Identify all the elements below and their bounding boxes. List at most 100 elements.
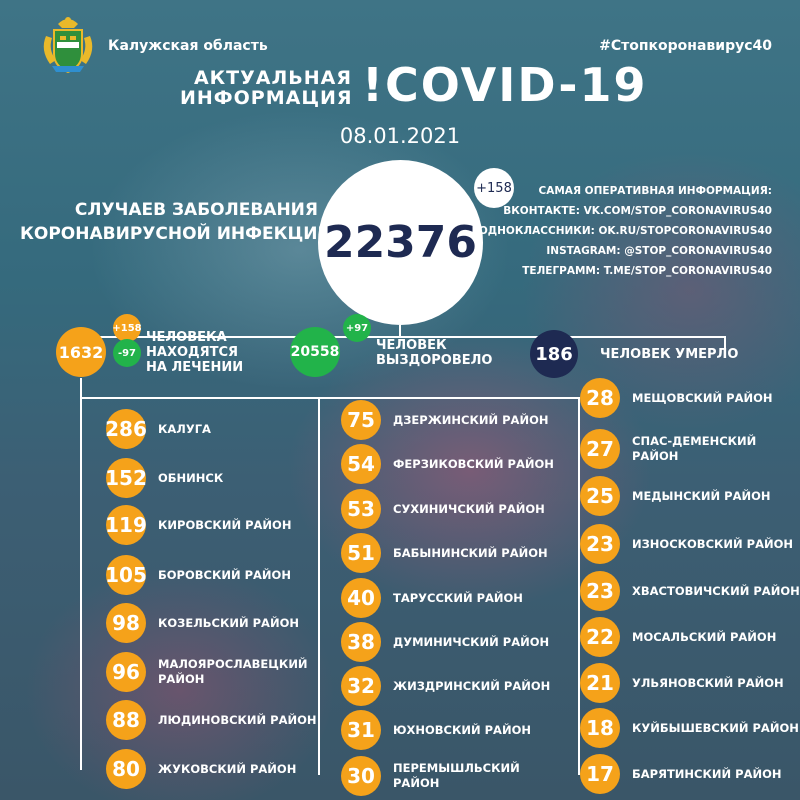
district-count: 31 — [341, 710, 381, 750]
cases-delta-badge: +158 — [474, 168, 514, 208]
district-name: ТАРУССКИЙ РАЙОН — [393, 591, 523, 606]
list-item: 30 ПЕРЕМЫШЛЬСКИЙ РАЙОН — [341, 756, 520, 796]
district-name: ХВАСТОВИЧСКИЙ РАЙОН — [632, 584, 800, 599]
district-name-line: ДУМИНИЧСКИЙ РАЙОН — [393, 634, 550, 649]
list-item: 54 ФЕРЗИКОВСКИЙ РАЙОН — [341, 444, 554, 484]
list-item: 80 ЖУКОВСКИЙ РАЙОН — [106, 749, 296, 789]
district-count: 88 — [106, 700, 146, 740]
district-name-line: УЛЬЯНОВСКИЙ РАЙОН — [632, 675, 784, 690]
district-name-line: КОЗЕЛЬСКИЙ РАЙОН — [158, 615, 299, 630]
region-name: Калужская область — [108, 38, 268, 54]
district-name: МАЛОЯРОСЛАВЕЦКИЙ РАЙОН — [158, 657, 308, 687]
district-name: ДУМИНИЧСКИЙ РАЙОН — [393, 635, 549, 650]
info-line-telegram: ТЕЛЕГРАММ: T.ME/STOP_CORONAVIRUS40 — [522, 265, 772, 277]
list-item: 98 КОЗЕЛЬСКИЙ РАЙОН — [106, 603, 299, 643]
list-item: 286 КАЛУГА — [105, 409, 211, 449]
district-count: 53 — [341, 489, 381, 529]
district-name: ФЕРЗИКОВСКИЙ РАЙОН — [393, 457, 554, 472]
district-name-line: ОБНИНСК — [158, 470, 224, 485]
district-name: КИРОВСКИЙ РАЙОН — [158, 518, 291, 533]
district-count: 105 — [105, 555, 147, 595]
cases-label-line-1: СЛУЧАЕВ ЗАБОЛЕВАНИЯ — [74, 200, 318, 220]
district-name: ПЕРЕМЫШЛЬСКИЙ РАЙОН — [393, 761, 520, 791]
district-name-line: МОСАЛЬСКИЙ РАЙОН — [632, 629, 777, 644]
district-name-line: ЮХНОВСКИЙ РАЙОН — [393, 722, 531, 737]
info-block: САМАЯ ОПЕРАТИВНАЯ ИНФОРМАЦИЯ: ВКОНТАКТЕ:… — [479, 181, 772, 281]
district-count: 30 — [341, 756, 381, 796]
cases-label-line-2: КОРОНАВИРУСНОЙ ИНФЕКЦИЕЙ — [20, 224, 344, 244]
district-name: СУХИНИЧСКИЙ РАЙОН — [393, 502, 545, 517]
recovered-plus-badge: +97 — [343, 314, 371, 342]
district-count: 38 — [341, 622, 381, 662]
list-item: 31 ЮХНОВСКИЙ РАЙОН — [341, 710, 531, 750]
district-name: КОЗЕЛЬСКИЙ РАЙОН — [158, 616, 299, 631]
treatment-label-line-1: ЧЕЛОВЕКА — [146, 330, 227, 345]
hashtag: #Стопкоронавирус40 — [599, 38, 772, 54]
district-name-line-2: РАЙОН — [158, 672, 205, 686]
district-name-line: ИЗНОСКОВСКИЙ РАЙОН — [632, 536, 794, 551]
treatment-label-line-3: НА ЛЕЧЕНИИ — [146, 360, 244, 375]
district-name-line: БАРЯТИНСКИЙ РАЙОН — [632, 766, 782, 781]
treatment-minus-badge: -97 — [113, 339, 141, 367]
list-item: 75 ДЗЕРЖИНСКИЙ РАЙОН — [341, 400, 548, 440]
list-item: 32 ЖИЗДРИНСКИЙ РАЙОН — [341, 666, 550, 706]
total-cases-circle: 22376 — [318, 160, 483, 325]
district-count: 75 — [341, 400, 381, 440]
list-item: 23 ХВАСТОВИЧСКИЙ РАЙОН — [580, 571, 800, 611]
list-item: 18 КУЙБЫШЕВСКИЙ РАЙОН — [580, 708, 799, 748]
district-name: ЮХНОВСКИЙ РАЙОН — [393, 723, 531, 738]
district-name-line: КУЙБЫШЕВСКИЙ РАЙОН — [632, 720, 799, 735]
list-item: 40 ТАРУССКИЙ РАЙОН — [341, 578, 523, 618]
district-name: КУЙБЫШЕВСКИЙ РАЙОН — [632, 721, 799, 736]
district-name-line: ФЕРЗИКОВСКИЙ РАЙОН — [393, 456, 554, 471]
list-item: 51 БАБЫНИНСКИЙ РАЙОН — [341, 533, 548, 573]
connector-line — [80, 336, 725, 338]
district-count: 25 — [580, 476, 620, 516]
district-name: УЛЬЯНОВСКИЙ РАЙОН — [632, 676, 784, 691]
district-name-line: МЕДЫНСКИЙ РАЙОН — [632, 488, 771, 503]
info-line: САМАЯ ОПЕРАТИВНАЯ ИНФОРМАЦИЯ: — [538, 185, 772, 197]
list-item: 53 СУХИНИЧСКИЙ РАЙОН — [341, 489, 545, 529]
district-count: 23 — [580, 571, 620, 611]
district-name-line: БАБЫНИНСКИЙ РАЙОН — [393, 545, 548, 560]
district-name: ЖИЗДРИНСКИЙ РАЙОН — [393, 679, 550, 694]
district-count: 98 — [106, 603, 146, 643]
list-item: 28 МЕЩОВСКИЙ РАЙОН — [580, 378, 773, 418]
recovered-label: ЧЕЛОВЕК ВЫЗДОРОВЕЛО — [376, 338, 492, 368]
district-name-line: ТАРУССКИЙ РАЙОН — [393, 590, 523, 605]
treatment-plus-badge: +158 — [112, 314, 142, 342]
district-name-line: СПАС-ДЕМЕНСКИЙ — [632, 434, 757, 448]
district-count: 96 — [106, 652, 146, 692]
district-count: 18 — [580, 708, 620, 748]
district-count: 54 — [341, 444, 381, 484]
report-date: 08.01.2021 — [339, 124, 461, 148]
list-item: 88 ЛЮДИНОВСКИЙ РАЙОН — [106, 700, 317, 740]
district-name-line: ЖИЗДРИНСКИЙ РАЙОН — [393, 678, 551, 693]
connector-line — [80, 397, 580, 399]
treatment-label: ЧЕЛОВЕКА НАХОДЯТСЯ НА ЛЕЧЕНИИ — [146, 330, 243, 375]
list-item: 27 СПАС-ДЕМЕНСКИЙ РАЙОН — [580, 429, 756, 469]
list-item: 152 ОБНИНСК — [105, 458, 224, 498]
info-line-instagram: INSTAGRAM: @STOP_CORONAVIRUS40 — [546, 245, 772, 257]
connector-line — [578, 397, 580, 775]
district-name: МЕДЫНСКИЙ РАЙОН — [632, 489, 771, 504]
district-name-line: ЖУКОВСКИЙ РАЙОН — [158, 761, 297, 776]
district-name: СПАС-ДЕМЕНСКИЙ РАЙОН — [632, 434, 756, 464]
district-count: 80 — [106, 749, 146, 789]
district-name: ЖУКОВСКИЙ РАЙОН — [158, 762, 296, 777]
list-item: 22 МОСАЛЬСКИЙ РАЙОН — [580, 617, 776, 657]
district-count: 152 — [105, 458, 147, 498]
info-line-ok: ОДНОКЛАССНИКИ: OK.RU/STOPCORONAVIRUS40 — [478, 225, 772, 237]
recovered-label-line-1: ЧЕЛОВЕК — [376, 338, 447, 353]
district-name-line-2: РАЙОН — [632, 449, 679, 463]
district-name-line: КАЛУГА — [158, 421, 211, 436]
coat-of-arms-icon — [43, 17, 93, 74]
list-item: 25 МЕДЫНСКИЙ РАЙОН — [580, 476, 771, 516]
cases-label: СЛУЧАЕВ ЗАБОЛЕВАНИЯ КОРОНАВИРУСНОЙ ИНФЕК… — [20, 198, 344, 246]
list-item: 17 БАРЯТИНСКИЙ РАЙОН — [580, 754, 782, 794]
treatment-circle: 1632 — [56, 327, 106, 377]
list-item: 105 БОРОВСКИЙ РАЙОН — [105, 555, 291, 595]
actual-line-2: ИНФОРМАЦИЯ — [180, 87, 353, 109]
district-count: 17 — [580, 754, 620, 794]
list-item: 23 ИЗНОСКОВСКИЙ РАЙОН — [580, 524, 793, 564]
